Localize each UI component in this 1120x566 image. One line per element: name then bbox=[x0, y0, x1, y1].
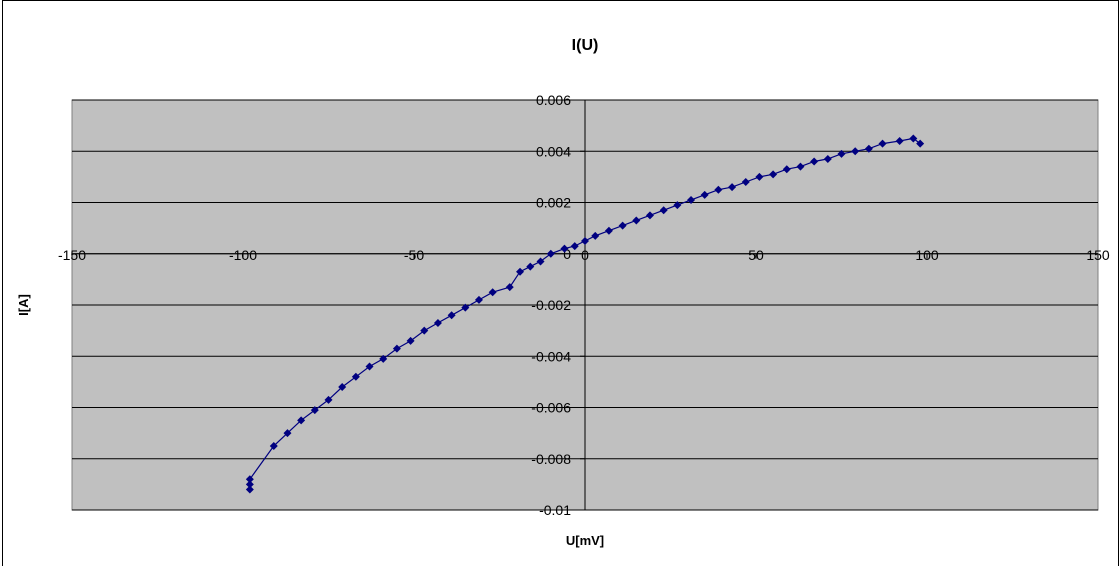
data-point bbox=[310, 406, 319, 415]
data-point bbox=[714, 185, 723, 194]
data-point bbox=[700, 190, 709, 199]
data-point bbox=[755, 172, 764, 181]
data-point bbox=[447, 311, 456, 320]
data-point bbox=[618, 221, 627, 230]
y-tick-label: 0.006 bbox=[536, 92, 571, 108]
x-tick-label: 100 bbox=[915, 247, 939, 263]
data-point bbox=[864, 144, 873, 153]
data-point bbox=[823, 154, 832, 163]
data-point bbox=[560, 244, 569, 253]
y-tick-label: -0.002 bbox=[531, 297, 571, 313]
data-point bbox=[851, 147, 860, 156]
data-point bbox=[365, 362, 374, 371]
x-tick-label: -150 bbox=[58, 247, 86, 263]
data-point bbox=[536, 257, 545, 266]
tick-labels: 0.006 0.004 0.002 0 -0.002 -0.004 -0.006 -0.008… bbox=[58, 92, 1110, 518]
y-tick-label: -0.01 bbox=[539, 502, 571, 518]
y-tick-label: 0.004 bbox=[536, 143, 571, 159]
data-point bbox=[245, 480, 254, 489]
data-point bbox=[895, 137, 904, 145]
y-tick-label: 0.002 bbox=[536, 195, 571, 211]
data-point bbox=[741, 178, 750, 186]
data-point bbox=[351, 372, 360, 381]
data-point bbox=[433, 318, 442, 327]
data-point bbox=[687, 195, 696, 204]
data-point bbox=[570, 242, 579, 251]
data-point bbox=[245, 475, 254, 484]
data-point bbox=[728, 183, 737, 192]
axes bbox=[71, 99, 1099, 511]
data-point bbox=[659, 206, 668, 215]
data-point bbox=[505, 283, 514, 292]
data-point bbox=[526, 262, 535, 271]
data-point bbox=[488, 288, 497, 297]
y-tick-label: -0.008 bbox=[531, 451, 571, 467]
x-tick-label: -100 bbox=[229, 247, 257, 263]
data-point bbox=[591, 231, 600, 240]
y-tick-label: 0 bbox=[563, 246, 571, 262]
data-point bbox=[474, 295, 483, 304]
x-tick-label: 150 bbox=[1086, 247, 1110, 263]
data-point bbox=[392, 344, 401, 353]
data-point bbox=[632, 216, 641, 225]
data-point bbox=[604, 226, 613, 235]
data-point bbox=[546, 249, 555, 258]
data-point bbox=[406, 336, 415, 345]
data-point bbox=[810, 157, 819, 166]
x-tick-label: -50 bbox=[404, 247, 424, 263]
data-point bbox=[581, 236, 589, 245]
y-tick-label: -0.004 bbox=[531, 348, 571, 364]
data-point bbox=[782, 165, 791, 174]
data-points bbox=[245, 134, 925, 494]
data-point bbox=[379, 354, 388, 363]
data-point bbox=[461, 303, 470, 312]
x-axis-label: U[mV] bbox=[566, 533, 604, 548]
data-point bbox=[283, 429, 292, 438]
data-point bbox=[269, 441, 278, 450]
chart-title: I(U) bbox=[572, 37, 599, 54]
data-point bbox=[909, 134, 918, 143]
data-point bbox=[297, 416, 306, 425]
data-point bbox=[645, 211, 654, 220]
data-point bbox=[245, 485, 254, 494]
data-point bbox=[837, 149, 846, 158]
data-point bbox=[769, 170, 778, 179]
data-point bbox=[324, 395, 333, 404]
data-point bbox=[796, 162, 805, 171]
x-tick-label: 0 bbox=[581, 247, 589, 263]
y-axis-label: I[A] bbox=[16, 294, 31, 316]
data-point bbox=[916, 139, 925, 148]
data-point bbox=[673, 201, 682, 210]
x-tick-label: 50 bbox=[748, 247, 764, 263]
y-tick-label: -0.006 bbox=[531, 400, 571, 416]
data-point bbox=[516, 267, 525, 276]
data-point bbox=[420, 326, 429, 335]
data-point bbox=[878, 139, 887, 148]
data-point bbox=[338, 383, 347, 391]
